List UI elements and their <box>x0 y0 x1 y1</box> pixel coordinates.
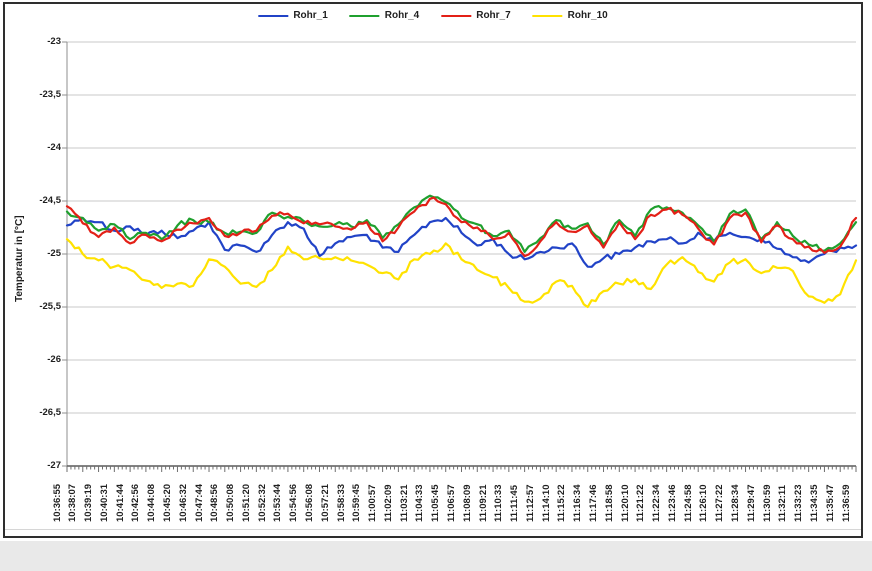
y-tick-label: -23 <box>47 36 61 47</box>
x-tick-label: 11:15:22 <box>556 484 568 522</box>
x-tick-label: 11:09:21 <box>477 484 489 522</box>
x-tick-label: 11:29:47 <box>745 484 757 522</box>
x-tick-label: 10:56:08 <box>303 483 315 522</box>
x-tick-label: 10:45:20 <box>161 483 173 522</box>
x-tick-label: 11:35:47 <box>824 484 836 522</box>
legend-item-rohr_7: Rohr_7 <box>441 10 511 21</box>
chart-panel: Rohr_1 Rohr_4 Rohr_7 Rohr_10 Temperatur in … <box>3 2 863 538</box>
legend-swatch <box>441 14 472 17</box>
bottom-strip <box>0 541 872 571</box>
x-tick-label: 11:11:45 <box>509 485 521 522</box>
series-line-Rohr_4 <box>65 194 858 253</box>
y-tick-label: -24,5 <box>39 195 61 206</box>
x-tick-label: 10:47:44 <box>193 483 205 522</box>
x-tick-label: 11:18:58 <box>603 484 615 522</box>
x-tick-label: 10:41:44 <box>114 483 126 522</box>
x-tick-label: 11:23:46 <box>666 484 678 522</box>
x-tick-label: 11:36:59 <box>840 484 852 522</box>
legend-item-rohr_1: Rohr_1 <box>258 10 328 21</box>
x-tick-label: 11:14:10 <box>540 484 552 522</box>
x-tick-label: 11:03:21 <box>398 484 410 522</box>
x-tick-label: 11:32:11 <box>777 485 789 522</box>
y-tick-label: -26,5 <box>39 407 61 418</box>
x-tick-label: 10:53:44 <box>272 483 284 522</box>
series-line-Rohr_7 <box>65 196 858 258</box>
x-tick-label: 10:52:32 <box>256 483 268 522</box>
legend-label: Rohr_7 <box>476 10 511 21</box>
x-tick-label: 11:30:59 <box>761 484 773 522</box>
legend-swatch <box>349 14 380 17</box>
x-tick-label: 10:59:45 <box>351 483 363 522</box>
legend-swatch <box>258 14 289 17</box>
x-tick-label: 11:27:22 <box>714 484 726 522</box>
x-tick-label: 10:46:32 <box>177 483 189 522</box>
series-line-Rohr_1 <box>65 216 858 268</box>
legend-label: Rohr_1 <box>293 10 328 21</box>
x-tick-label: 11:10:33 <box>493 484 505 522</box>
x-tick-label: 10:40:31 <box>98 483 110 522</box>
x-tick-label: 10:38:07 <box>67 483 79 522</box>
x-tick-label: 10:57:21 <box>319 483 331 522</box>
series-line-Rohr_10 <box>65 238 858 309</box>
panel-inner-line <box>5 529 861 530</box>
x-tick-label: 10:48:56 <box>209 483 221 522</box>
y-tick-label: -23,5 <box>39 89 61 100</box>
x-tick-label: 11:34:35 <box>808 484 820 522</box>
chart-legend: Rohr_1 Rohr_4 Rohr_7 Rohr_10 <box>258 10 608 21</box>
chart-svg <box>62 41 858 472</box>
x-tick-label: 11:17:46 <box>588 484 600 522</box>
x-tick-label: 11:22:34 <box>651 484 663 522</box>
x-tick-label: 11:21:22 <box>635 484 647 522</box>
x-tick-label: 10:58:33 <box>335 483 347 522</box>
x-tick-label: 11:05:45 <box>430 484 442 522</box>
x-tick-label: 11:24:58 <box>682 484 694 522</box>
y-tick-label: -27 <box>47 460 61 471</box>
legend-label: Rohr_4 <box>384 10 420 21</box>
legend-swatch <box>532 14 563 17</box>
x-tick-label: 10:42:56 <box>130 483 142 522</box>
y-tick-label: -25 <box>47 248 61 259</box>
legend-item-rohr_10: Rohr_10 <box>532 10 608 21</box>
x-tick-label: 11:33:23 <box>793 484 805 522</box>
x-tick-label: 11:02:09 <box>382 484 394 522</box>
y-tick-label: -24 <box>47 142 61 153</box>
x-tick-label: 11:26:10 <box>698 484 710 522</box>
x-tick-label: 10:39:19 <box>83 483 95 522</box>
legend-item-rohr_4: Rohr_4 <box>349 10 420 21</box>
y-tick-label: -25,5 <box>39 301 61 312</box>
x-tick-label: 10:44:08 <box>146 483 158 522</box>
x-tick-label: 11:08:09 <box>461 484 473 522</box>
x-tick-label: 11:12:57 <box>524 484 536 522</box>
x-tick-label: 11:04:33 <box>414 484 426 522</box>
x-tick-label: 11:16:34 <box>572 484 584 522</box>
x-tick-label: 10:36:55 <box>51 483 63 522</box>
x-tick-label: 11:28:34 <box>730 484 742 522</box>
x-tick-label: 11:00:57 <box>367 484 379 522</box>
x-tick-label: 10:50:08 <box>225 483 237 522</box>
x-tick-label: 10:51:20 <box>240 483 252 522</box>
y-tick-label: -26 <box>47 354 61 365</box>
x-tick-label: 10:54:56 <box>288 483 300 522</box>
x-tick-label: 11:20:10 <box>619 484 631 522</box>
x-tick-label: 11:06:57 <box>446 484 457 522</box>
legend-label: Rohr_10 <box>567 10 608 21</box>
